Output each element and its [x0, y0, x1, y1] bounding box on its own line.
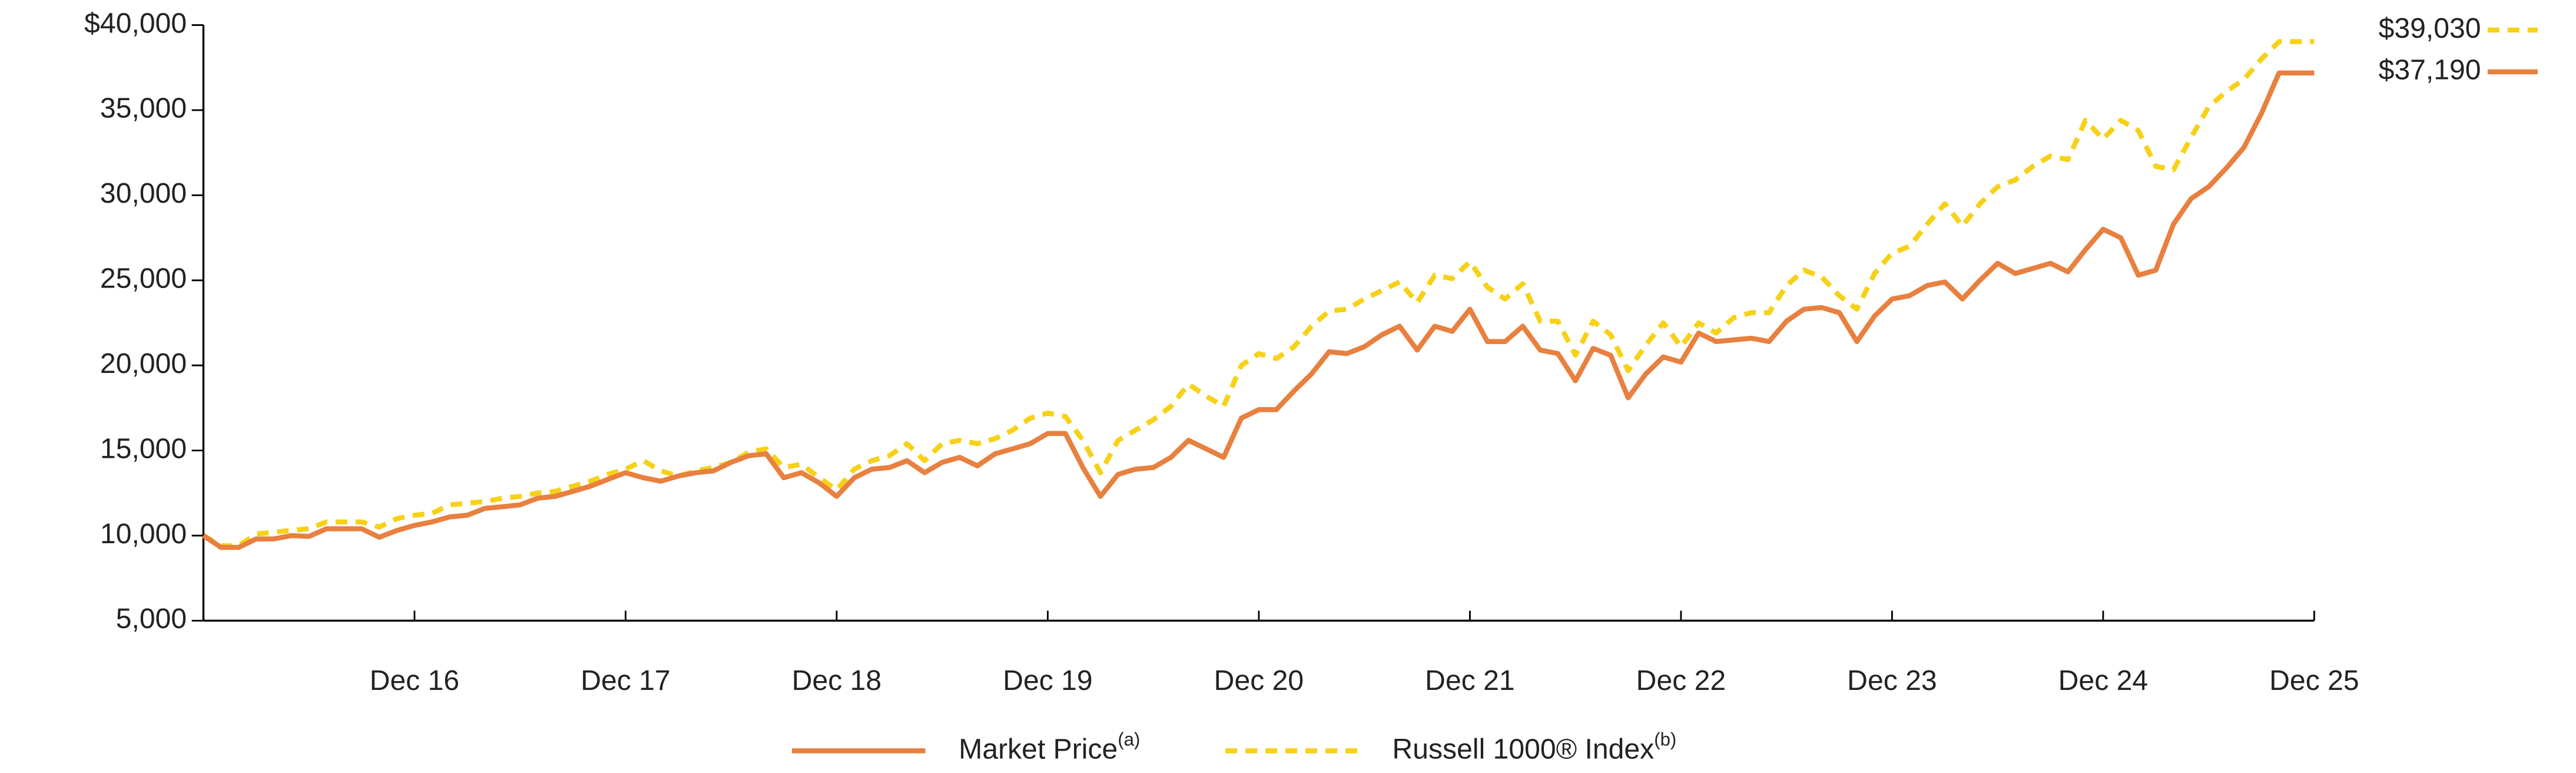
legend-label: Russell 1000® Index(b) — [1392, 729, 1676, 765]
end-label: $39,030 — [2379, 12, 2481, 44]
x-tick-label: Dec 25 — [2269, 665, 2359, 696]
y-tick-label: 25,000 — [100, 263, 187, 295]
x-tick-label: Dec 22 — [1636, 665, 1726, 696]
y-tick-label: $40,000 — [84, 7, 187, 39]
x-tick-label: Dec 20 — [1214, 665, 1304, 696]
y-tick-label: 10,000 — [100, 518, 187, 550]
x-tick-label: Dec 18 — [792, 665, 881, 696]
series-line — [202, 39, 2315, 549]
y-tick-label: 5,000 — [116, 603, 187, 635]
x-tick-label: Dec 19 — [1003, 665, 1092, 696]
legend-name: Russell 1000® Index — [1392, 733, 1654, 765]
x-tick-label: Dec 17 — [581, 665, 670, 696]
y-tick-label: 30,000 — [100, 177, 187, 209]
y-tick-label: 15,000 — [100, 432, 187, 464]
legend-label: Market Price(a) — [959, 729, 1140, 765]
x-tick-label: Dec 21 — [1425, 665, 1514, 696]
y-tick-label: 20,000 — [100, 348, 187, 379]
x-tick-label: Dec 23 — [1847, 665, 1937, 696]
x-tick-label: Dec 16 — [370, 665, 459, 696]
end-label: $37,190 — [2379, 54, 2481, 86]
y-tick-label: 35,000 — [100, 93, 187, 124]
x-tick-label: Dec 24 — [2058, 665, 2148, 696]
legend-note: (b) — [1654, 729, 1676, 750]
legend-note: (a) — [1118, 729, 1140, 750]
series-line — [202, 70, 2315, 550]
legend-name: Market Price — [959, 733, 1118, 765]
